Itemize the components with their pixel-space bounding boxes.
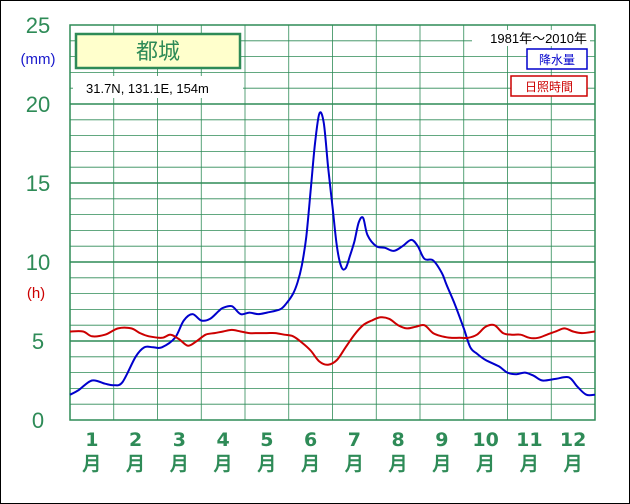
y-tick-label: 15 [26,171,50,196]
sunshine-line [69,316,596,366]
legend-precip [526,48,588,70]
month-number-label: 12 [560,429,586,451]
month-suffix-label: 月 [431,453,451,475]
month-suffix-label: 月 [213,453,233,475]
month-number-label: 10 [472,429,498,451]
period-box [472,30,590,46]
y-tick-label: 25 [26,13,50,38]
station-title-box [74,32,242,70]
month-suffix-label: 月 [519,453,539,475]
y-tick-label: 0 [32,408,44,433]
month-suffix-label: 月 [344,453,364,475]
series-lines [69,111,596,397]
precip-unit-label: (mm) [21,51,56,68]
plot-border [69,24,596,421]
location-text: 31.7N, 131.1E, 154m [86,81,209,96]
month-suffix-label: 月 [388,453,408,475]
month-suffix-label: 月 [256,453,276,475]
y-tick-label: 5 [32,329,44,354]
y-axis-ticks: 0 5 10 15 20 25 [26,13,50,433]
month-number-label: 8 [392,429,405,451]
legend-sunshine-label: 日照時間 [525,80,573,94]
month-suffix-label: 月 [300,453,320,475]
month-suffix-label: 月 [563,453,583,475]
month-number-label: 6 [304,429,317,451]
month-suffix-label: 月 [169,453,189,475]
station-title: 都城 [136,40,180,65]
period-text: 1981年〜2010年 [490,31,587,46]
precipitation-line [69,111,596,397]
month-number-label: 2 [129,429,142,451]
legend-sunshine [510,75,588,97]
month-number-label: 11 [516,429,542,451]
month-number-label: 4 [217,429,230,451]
location-box [73,76,243,98]
month-suffix-label: 月 [125,453,145,475]
month-number-label: 7 [348,429,361,451]
month-number-label: 9 [435,429,448,451]
y-tick-label: 20 [26,92,50,117]
month-number-label: 5 [260,429,273,451]
month-number-label: 1 [85,429,98,451]
month-number-label: 3 [173,429,186,451]
month-suffix-label: 月 [475,453,495,475]
sun-unit-label: (h) [27,285,45,302]
grid [70,25,595,420]
y-tick-label: 10 [26,250,50,275]
month-suffix-label: 月 [81,453,101,475]
legend-precip-label: 降水量 [539,53,575,67]
